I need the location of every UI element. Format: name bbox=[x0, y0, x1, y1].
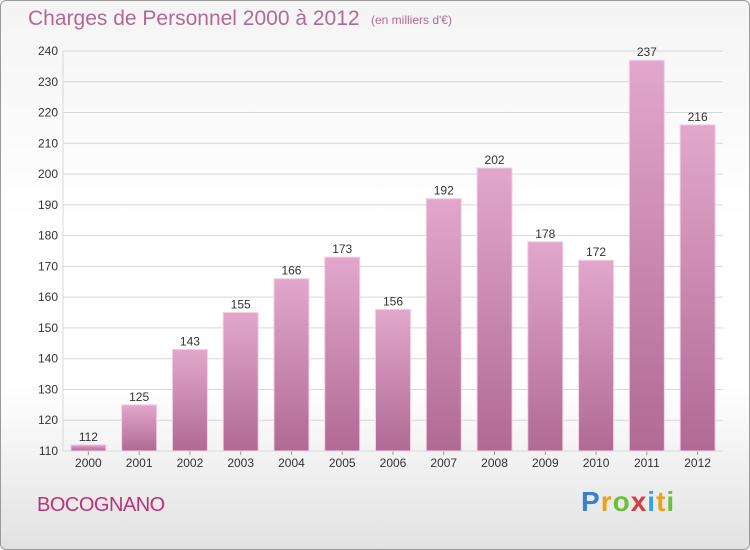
bar-2007 bbox=[425, 198, 462, 452]
logo-letter: r bbox=[600, 486, 613, 517]
bar-2001 bbox=[121, 404, 158, 452]
data-label: 178 bbox=[535, 227, 555, 241]
bar-2011 bbox=[628, 59, 665, 452]
y-tick-label: 110 bbox=[39, 444, 58, 458]
bar-2004 bbox=[273, 278, 310, 452]
data-label: 155 bbox=[231, 298, 251, 312]
data-label: 143 bbox=[180, 334, 200, 348]
data-label: 173 bbox=[332, 242, 352, 256]
y-tick-label: 180 bbox=[38, 229, 58, 243]
logo-letter: o bbox=[612, 486, 631, 517]
y-tick-label: 140 bbox=[38, 352, 58, 366]
x-tick-label: 2010 bbox=[583, 456, 610, 470]
x-tick-label: 2001 bbox=[126, 456, 153, 470]
bar-2008 bbox=[476, 167, 513, 452]
logo-letter: x bbox=[630, 486, 648, 517]
y-tick-label: 120 bbox=[38, 413, 58, 427]
y-tick-label: 130 bbox=[38, 382, 58, 396]
bar-2000 bbox=[70, 444, 107, 452]
data-label: 156 bbox=[383, 294, 403, 308]
bar-2005 bbox=[324, 256, 361, 452]
data-label: 237 bbox=[637, 45, 657, 59]
bar-2012 bbox=[679, 124, 716, 452]
data-label: 192 bbox=[434, 184, 454, 198]
logo-letter: i bbox=[647, 486, 657, 517]
logo-letter: t bbox=[656, 486, 667, 517]
x-tick-label: 2005 bbox=[329, 456, 356, 470]
y-tick-label: 200 bbox=[38, 167, 58, 181]
proxiti-logo: Proxiti bbox=[581, 486, 675, 518]
x-tick-label: 2009 bbox=[532, 456, 559, 470]
x-tick-label: 2011 bbox=[634, 456, 660, 470]
x-tick-label: 2012 bbox=[684, 456, 711, 470]
data-label: 172 bbox=[586, 245, 606, 259]
logo-letter: P bbox=[581, 486, 601, 517]
x-tick-label: 2002 bbox=[177, 456, 204, 470]
y-tick-label: 210 bbox=[38, 136, 58, 150]
chart-subtitle: (en milliers d'€) bbox=[371, 13, 452, 27]
y-tick-label: 150 bbox=[38, 321, 58, 335]
x-tick-label: 2004 bbox=[278, 456, 305, 470]
y-tick-label: 240 bbox=[38, 44, 58, 58]
bar-2010 bbox=[578, 259, 615, 452]
x-tick-label: 2006 bbox=[380, 456, 407, 470]
x-tick-label: 2003 bbox=[227, 456, 254, 470]
y-tick-label: 220 bbox=[38, 106, 58, 120]
data-label: 216 bbox=[688, 110, 708, 124]
y-tick-label: 230 bbox=[38, 75, 58, 89]
bar-2006 bbox=[375, 308, 411, 452]
data-label: 112 bbox=[79, 430, 98, 444]
y-tick-label: 160 bbox=[38, 290, 58, 304]
logo-letter: i bbox=[666, 486, 676, 517]
bar-2002 bbox=[171, 348, 208, 452]
y-tick-label: 190 bbox=[38, 198, 58, 212]
data-label: 202 bbox=[485, 153, 505, 167]
bar-2009 bbox=[527, 241, 564, 452]
y-tick-label: 170 bbox=[38, 259, 58, 273]
x-tick-label: 2008 bbox=[481, 456, 508, 470]
commune-name: BOCOGNANO bbox=[37, 494, 165, 516]
data-label: 125 bbox=[129, 390, 149, 404]
data-label: 166 bbox=[281, 264, 301, 278]
chart-title: Charges de Personnel 2000 à 2012 bbox=[28, 7, 360, 30]
x-tick-label: 2007 bbox=[430, 456, 457, 470]
bar-2003 bbox=[222, 312, 259, 452]
x-tick-label: 2000 bbox=[75, 456, 102, 470]
